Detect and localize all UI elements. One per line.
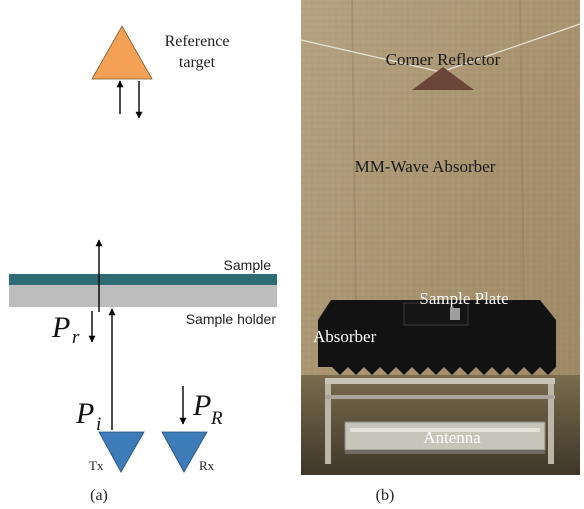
caption-a: (a) [90, 487, 108, 504]
corner-reflector-shape [412, 67, 474, 90]
panel-a-schematic: Reference target Sample Sample holder P … [9, 25, 277, 504]
sample-layer [9, 274, 277, 285]
antenna-label: Antenna [423, 428, 481, 447]
corner-reflector-label: Corner Reflector [386, 50, 501, 69]
sample-holder-label: Sample holder [186, 311, 277, 327]
pR-subscript: R [210, 408, 223, 429]
caption-b: (b) [376, 487, 395, 504]
pi-label: P [75, 397, 94, 430]
reference-label-line1: Reference [165, 33, 230, 50]
tx-antenna-triangle [98, 431, 145, 473]
rx-antenna-triangle [161, 431, 208, 473]
reference-label-line2: target [179, 54, 216, 71]
pr-label: P [51, 311, 70, 344]
tx-label: Tx [89, 458, 104, 473]
rx-label: Rx [199, 458, 215, 473]
pR-label: P [192, 389, 211, 422]
sample-label: Sample [224, 257, 272, 273]
absorber-wall-label: MM-Wave Absorber [355, 157, 496, 176]
absorber-table [318, 300, 556, 375]
sample-holder-layer [9, 285, 277, 307]
pi-subscript: i [96, 414, 101, 435]
pr-subscript: r [72, 327, 80, 348]
reference-target-triangle [91, 25, 153, 80]
absorber-label: Absorber [313, 327, 377, 346]
antenna-tray [344, 421, 546, 451]
panel-b-photo: Corner Reflector MM-Wave Absorber Sample… [300, 0, 581, 504]
sample-plate-label: Sample Plate [419, 289, 508, 308]
